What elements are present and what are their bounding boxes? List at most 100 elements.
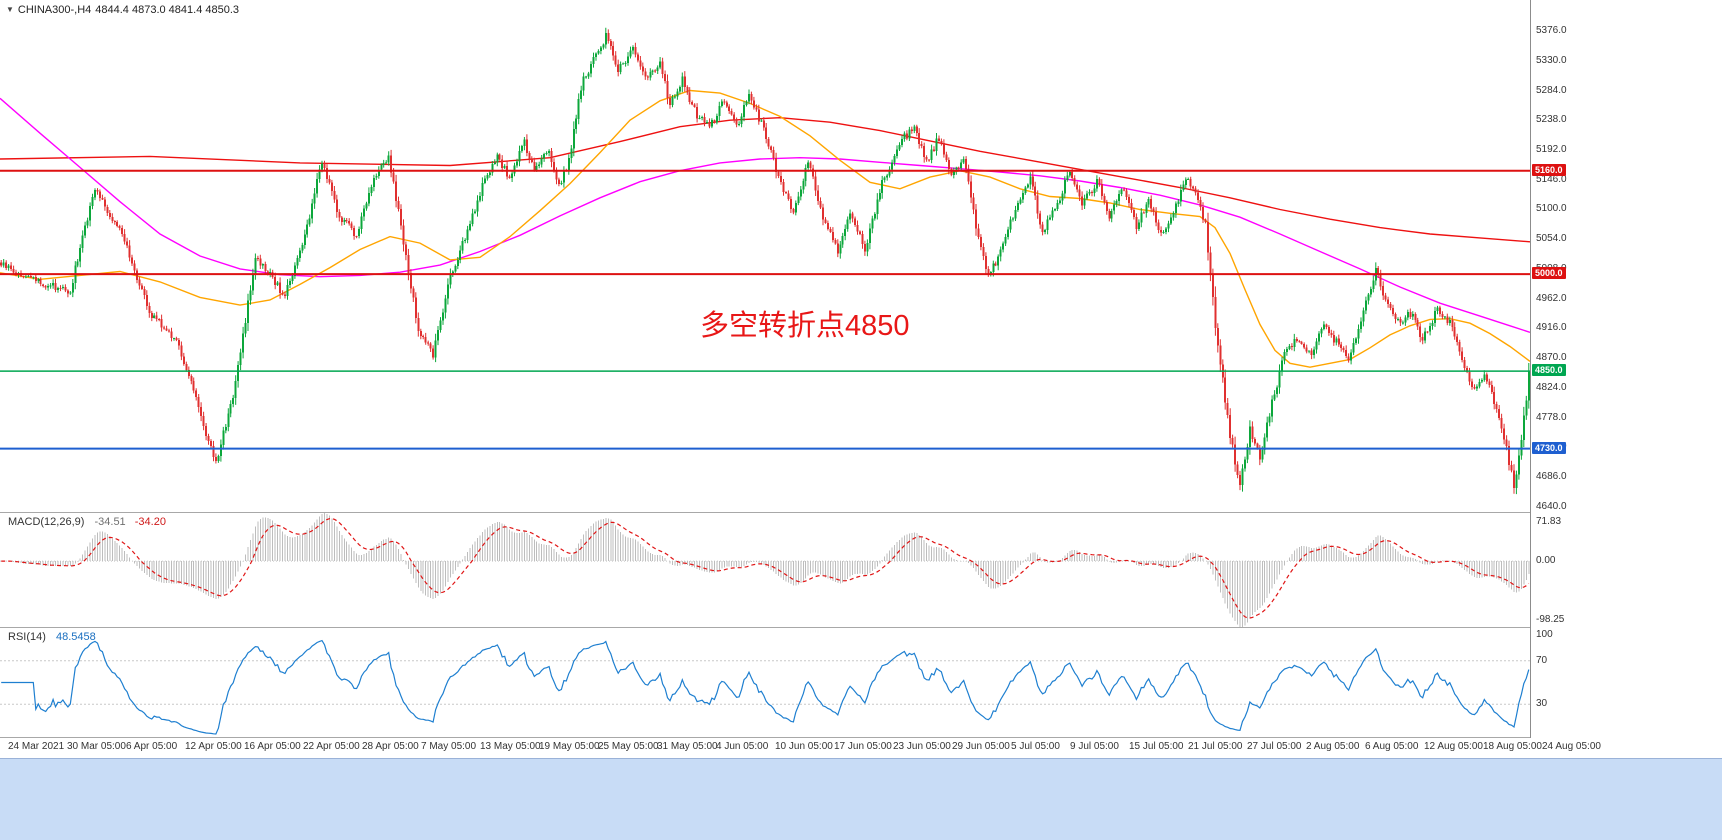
candle bbox=[1345, 349, 1348, 357]
candle bbox=[143, 288, 146, 295]
candle bbox=[1251, 426, 1254, 439]
candle bbox=[1369, 289, 1372, 295]
candle bbox=[1184, 179, 1187, 185]
candle bbox=[1456, 336, 1459, 343]
candle bbox=[708, 122, 711, 127]
candle bbox=[47, 286, 50, 288]
candle bbox=[1044, 230, 1047, 233]
candle bbox=[1527, 370, 1530, 401]
candle bbox=[1108, 210, 1111, 219]
macd-name: MACD(12,26,9) bbox=[8, 516, 85, 528]
candle bbox=[920, 143, 923, 147]
candle bbox=[89, 206, 92, 221]
time-axis-label: 17 Jun 05:00 bbox=[834, 741, 892, 752]
panel-separator[interactable] bbox=[0, 627, 1722, 628]
candle bbox=[634, 47, 637, 55]
candle bbox=[1387, 299, 1390, 304]
candle bbox=[1513, 470, 1515, 488]
candle bbox=[481, 183, 484, 196]
candle bbox=[1002, 243, 1005, 250]
price-axis[interactable]: 5376.0 5330.0 5284.0 5238.0 5192.0 5146.0 5100… bbox=[1530, 0, 1722, 758]
candle bbox=[29, 275, 32, 278]
candle bbox=[52, 282, 55, 286]
candle bbox=[1081, 196, 1084, 206]
candle bbox=[560, 182, 563, 185]
candle bbox=[138, 279, 141, 286]
candle bbox=[404, 244, 407, 255]
ma-red-slow bbox=[0, 116, 1530, 243]
rsi-indicator-canvas[interactable] bbox=[0, 628, 1530, 737]
candle bbox=[910, 129, 913, 131]
price-axis-label: 4778.0 bbox=[1536, 412, 1567, 423]
candle bbox=[34, 277, 37, 282]
candle bbox=[1466, 368, 1469, 372]
horizontal-scrollbar-area[interactable] bbox=[0, 758, 1722, 840]
candle bbox=[1322, 324, 1325, 329]
candle bbox=[22, 276, 25, 278]
candle bbox=[1091, 192, 1093, 194]
candle bbox=[1300, 342, 1303, 344]
candle bbox=[392, 172, 395, 182]
candle bbox=[553, 161, 555, 170]
symbol-dropdown-icon: ▼ bbox=[6, 5, 14, 14]
panel-separator[interactable] bbox=[0, 512, 1722, 513]
candle bbox=[1305, 347, 1308, 352]
candle bbox=[1483, 374, 1486, 380]
candle bbox=[81, 235, 84, 248]
macd-indicator-canvas[interactable] bbox=[0, 513, 1530, 627]
macd-axis-label: 0.00 bbox=[1536, 555, 1556, 566]
candle bbox=[1174, 203, 1177, 213]
price-axis-label: 4962.0 bbox=[1536, 293, 1567, 304]
candle bbox=[789, 198, 792, 210]
candle bbox=[673, 96, 676, 98]
candle bbox=[382, 162, 385, 166]
candle bbox=[1244, 459, 1246, 469]
candle bbox=[844, 229, 847, 237]
candle bbox=[1409, 312, 1412, 317]
candle bbox=[1142, 212, 1145, 214]
time-axis[interactable]: 24 Mar 2021 30 Mar 05:00 6 Apr 05:00 12 Apr… bbox=[0, 738, 1722, 758]
candle bbox=[128, 245, 131, 258]
candle bbox=[893, 156, 896, 163]
candle bbox=[520, 146, 523, 151]
candle bbox=[757, 109, 760, 122]
candle bbox=[254, 258, 257, 275]
candle bbox=[377, 169, 380, 177]
candle bbox=[439, 320, 442, 331]
candle bbox=[1399, 319, 1402, 323]
price-axis-label: 5376.0 bbox=[1536, 25, 1567, 36]
candle bbox=[375, 176, 378, 178]
candle bbox=[1485, 374, 1488, 382]
candle bbox=[629, 50, 632, 57]
candle bbox=[548, 150, 551, 154]
price-chart-canvas[interactable] bbox=[0, 0, 1530, 512]
candle bbox=[1372, 280, 1375, 290]
candle bbox=[1165, 228, 1167, 232]
candle bbox=[451, 271, 454, 274]
candle bbox=[2, 262, 5, 266]
candle bbox=[1261, 449, 1264, 460]
candle bbox=[1362, 310, 1365, 322]
candle bbox=[644, 71, 647, 77]
candle bbox=[1394, 313, 1397, 320]
candle bbox=[723, 101, 726, 103]
candle bbox=[1352, 343, 1355, 353]
macd-axis-label: -98.25 bbox=[1536, 614, 1565, 625]
candle bbox=[1216, 327, 1219, 346]
candle bbox=[1303, 344, 1306, 348]
candle bbox=[1071, 171, 1074, 179]
candle bbox=[363, 208, 365, 217]
candle bbox=[328, 178, 331, 183]
candle bbox=[343, 219, 346, 223]
panel-separator[interactable] bbox=[0, 737, 1722, 738]
candle bbox=[955, 167, 958, 171]
candle bbox=[1113, 204, 1116, 211]
candle bbox=[180, 345, 183, 357]
candle bbox=[1068, 171, 1071, 176]
candle bbox=[79, 248, 82, 262]
candle bbox=[1019, 199, 1022, 204]
candle bbox=[131, 257, 133, 264]
candle bbox=[313, 193, 316, 204]
candle bbox=[264, 263, 267, 272]
candle bbox=[898, 144, 901, 150]
